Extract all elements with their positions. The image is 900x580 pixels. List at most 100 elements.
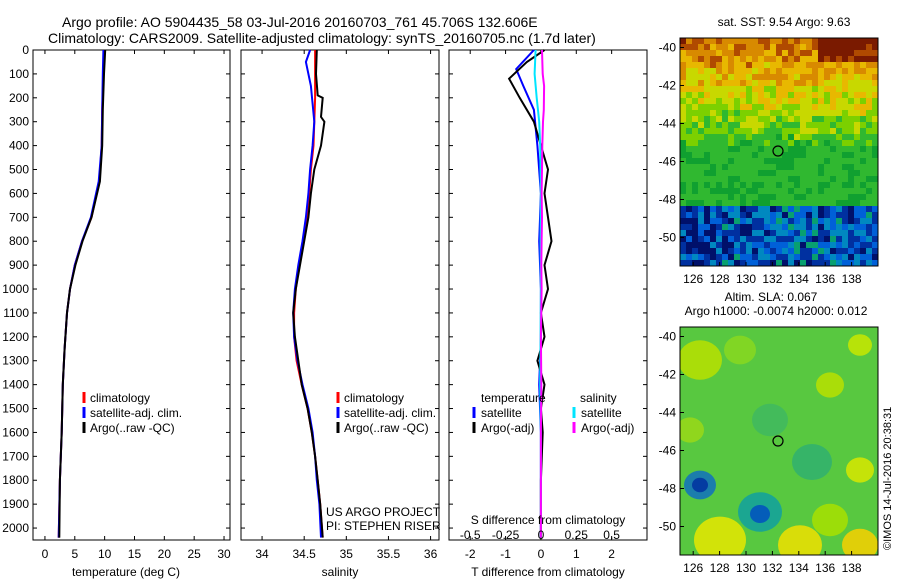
sst-cell: [824, 260, 831, 266]
sst-cell: [770, 74, 777, 81]
sst-cell: [716, 56, 723, 63]
sst-cell: [866, 164, 873, 171]
sst-cell: [698, 236, 705, 243]
sst-cell: [758, 98, 765, 105]
sst-cell: [818, 230, 825, 237]
sst-cell: [752, 164, 759, 171]
sst-cell: [746, 164, 753, 171]
sst-cell: [872, 218, 878, 225]
sst-cell: [854, 116, 861, 123]
sst-cell: [722, 212, 729, 219]
sst-cell: [782, 242, 789, 249]
sst-cell: [704, 86, 711, 93]
sst-cell: [860, 182, 867, 189]
sst-cell: [776, 176, 783, 183]
sst-cell: [740, 116, 747, 123]
sst-cell: [770, 188, 777, 195]
sst-cell: [788, 56, 795, 63]
sst-cell: [782, 158, 789, 165]
sst-cell: [824, 44, 831, 51]
sst-cell: [794, 98, 801, 105]
sst-cell: [788, 134, 795, 141]
sst-cell: [776, 62, 783, 69]
sst-cell: [776, 170, 783, 177]
sst-cell: [800, 164, 807, 171]
sst-cell: [698, 212, 705, 219]
sst-cell: [860, 50, 867, 57]
sst-cell: [800, 242, 807, 249]
sst-cell: [830, 56, 837, 63]
sst-cell: [764, 134, 771, 141]
sst-cell: [722, 128, 729, 135]
sst-cell: [794, 176, 801, 183]
sla-feature: [724, 335, 756, 365]
sst-cell: [824, 122, 831, 129]
sst-cell: [842, 116, 849, 123]
sst-cell: [734, 80, 741, 87]
sst-cell: [770, 254, 777, 261]
sst-cell: [848, 254, 855, 261]
sst-cell: [806, 200, 813, 207]
sst-cell: [776, 104, 783, 111]
sst-cell: [854, 260, 861, 266]
header-line-1: Argo profile: AO 5904435_58 03-Jul-2016 …: [62, 14, 538, 30]
sst-cell: [680, 176, 687, 183]
sst-cell: [788, 86, 795, 93]
sst-cell: [770, 98, 777, 105]
sst-cell: [728, 206, 735, 213]
sst-cell: [692, 242, 699, 249]
sst-cell: [872, 86, 878, 93]
sst-cell: [788, 176, 795, 183]
sst-cell: [686, 146, 693, 153]
sst-cell: [686, 200, 693, 207]
sst-cell: [722, 56, 729, 63]
sst-cell: [758, 62, 765, 69]
sst-cell: [854, 134, 861, 141]
sst-cell: [866, 260, 873, 266]
sst-cell: [692, 50, 699, 57]
map-x-tick-label: 128: [710, 561, 730, 575]
sst-cell: [848, 158, 855, 165]
sst-cell: [818, 92, 825, 99]
sst-cell: [866, 230, 873, 237]
sst-cell: [716, 68, 723, 75]
sst-cell: [836, 212, 843, 219]
sst-cell: [854, 98, 861, 105]
sst-cell: [692, 158, 699, 165]
sst-cell: [710, 74, 717, 81]
sst-cell: [818, 182, 825, 189]
sst-map-title: sat. SST: 9.54 Argo: 9.63: [718, 15, 851, 29]
sst-cell: [746, 242, 753, 249]
depth-tick-label: 200: [9, 91, 29, 105]
sst-cell: [716, 218, 723, 225]
map-y-tick-label: -46: [659, 444, 677, 458]
sst-cell: [866, 62, 873, 69]
sst-cell: [734, 128, 741, 135]
sst-cell: [812, 164, 819, 171]
sst-cell: [764, 56, 771, 63]
sst-cell: [806, 116, 813, 123]
sst-cell: [872, 140, 878, 147]
sst-cell: [848, 176, 855, 183]
sst-cell: [722, 152, 729, 159]
sst-cell: [842, 86, 849, 93]
sst-cell: [794, 104, 801, 111]
sst-cell: [836, 128, 843, 135]
sst-cell: [818, 116, 825, 123]
sst-cell: [806, 206, 813, 213]
sst-cell: [812, 92, 819, 99]
x-tick-label: 15: [128, 547, 142, 561]
depth-tick-label: 1800: [2, 473, 29, 487]
sst-cell: [704, 56, 711, 63]
sst-cell: [806, 86, 813, 93]
sst-cell: [746, 188, 753, 195]
sst-cell: [866, 170, 873, 177]
sst-cell: [752, 86, 759, 93]
sst-cell: [872, 50, 878, 57]
sst-cell: [848, 206, 855, 213]
depth-tick-label: 1900: [2, 497, 29, 511]
sst-cell: [734, 212, 741, 219]
sla-map-subtitle: Argo h1000: -0.0074 h2000: 0.012: [685, 304, 868, 318]
sst-cell: [866, 80, 873, 87]
sst-cell: [752, 110, 759, 117]
